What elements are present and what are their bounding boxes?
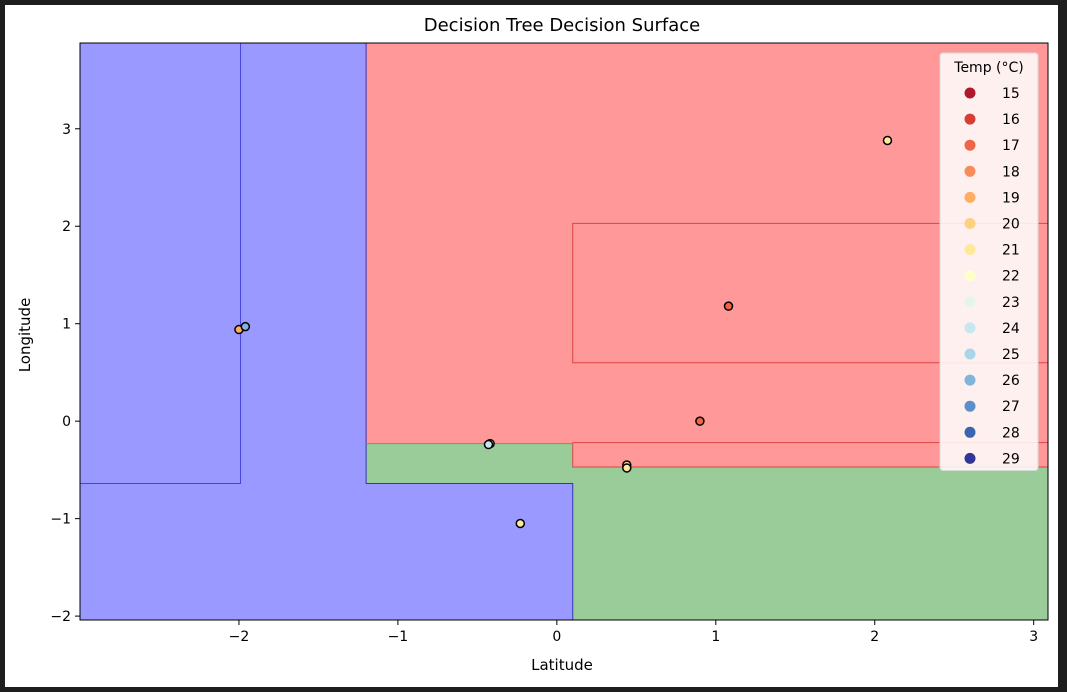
legend-marker-15 — [964, 87, 976, 99]
y-tick-label: 3 — [62, 122, 71, 138]
legend-label-20: 20 — [1002, 217, 1020, 233]
y-tick-label: 2 — [62, 219, 71, 235]
region-green-4 — [366, 443, 573, 484]
y-tick-label: 0 — [62, 414, 71, 430]
legend-label-19: 19 — [1002, 190, 1020, 206]
legend-label-29: 29 — [1002, 451, 1020, 467]
decision-surface-chart: Decision Tree Decision Surface −2 −1 0 1 2 3−… — [16, 15, 1049, 674]
legend-label-15: 15 — [1002, 86, 1020, 102]
x-tick-label: 0 — [552, 629, 561, 645]
x-tick-label: 3 — [1029, 629, 1038, 645]
legend-marker-23 — [964, 296, 976, 308]
legend-title: Temp (°C) — [953, 60, 1023, 76]
legend-marker-27 — [964, 400, 976, 412]
region-boundary-1 — [365, 43, 574, 620]
legend: Temp (°C) 15 16 17 18 19 20 21 22 23 24 25 26 27 28 29 — [939, 52, 1039, 471]
data-point-9 — [240, 321, 251, 332]
legend-label-23: 23 — [1002, 295, 1020, 311]
x-tick-label: −1 — [388, 629, 409, 645]
legend-marker-21 — [964, 244, 976, 256]
y-tick-label: −2 — [50, 609, 71, 625]
x-axis-label: Latitude — [531, 656, 593, 674]
legend-marker-28 — [964, 426, 976, 438]
x-tick-label: −2 — [229, 629, 250, 645]
region-green-5 — [572, 466, 1048, 620]
legend-label-21: 21 — [1002, 243, 1020, 259]
legend-marker-19 — [964, 191, 976, 203]
region-boundary-2 — [572, 222, 1048, 364]
legend-label-24: 24 — [1002, 321, 1020, 337]
data-point-0 — [882, 135, 893, 146]
y-tick-label: 1 — [62, 317, 71, 333]
axes-frame — [79, 42, 1049, 621]
legend-box — [939, 52, 1039, 471]
region-red-2 — [366, 43, 1048, 444]
legend-label-16: 16 — [1002, 112, 1020, 128]
y-axis-label: Longitude — [16, 298, 34, 373]
legend-label-27: 27 — [1002, 399, 1020, 415]
legend-marker-18 — [964, 165, 976, 177]
legend-marker-24 — [964, 322, 976, 334]
data-point-7 — [515, 518, 526, 529]
data-point-6 — [483, 439, 494, 450]
region-blue-1 — [366, 483, 573, 620]
legend-marker-22 — [964, 270, 976, 282]
y-tick-label: −1 — [50, 512, 71, 528]
region-boundary-0 — [80, 43, 242, 485]
legend-label-17: 17 — [1002, 138, 1020, 154]
legend-marker-29 — [964, 452, 976, 464]
data-point-1 — [723, 301, 734, 311]
legend-label-26: 26 — [1002, 373, 1020, 389]
data-point-4 — [622, 463, 632, 473]
region-red-3 — [572, 443, 1048, 467]
chart-title: Decision Tree Decision Surface — [424, 15, 701, 36]
region-blue-0 — [80, 43, 367, 620]
legend-marker-17 — [964, 139, 976, 151]
legend-label-25: 25 — [1002, 347, 1020, 363]
legend-label-28: 28 — [1002, 425, 1020, 441]
x-tick-label: 1 — [711, 629, 720, 645]
region-boundary-3 — [572, 442, 1048, 468]
legend-label-22: 22 — [1002, 269, 1020, 285]
legend-marker-16 — [964, 113, 976, 125]
legend-label-18: 18 — [1002, 164, 1020, 180]
legend-marker-20 — [964, 218, 976, 229]
legend-marker-25 — [964, 348, 976, 360]
legend-marker-26 — [964, 374, 976, 386]
data-point-2 — [695, 416, 705, 426]
x-tick-label: 2 — [870, 629, 879, 645]
figure: Decision Tree Decision Surface −2 −1 0 1 2 3−… — [5, 5, 1058, 687]
